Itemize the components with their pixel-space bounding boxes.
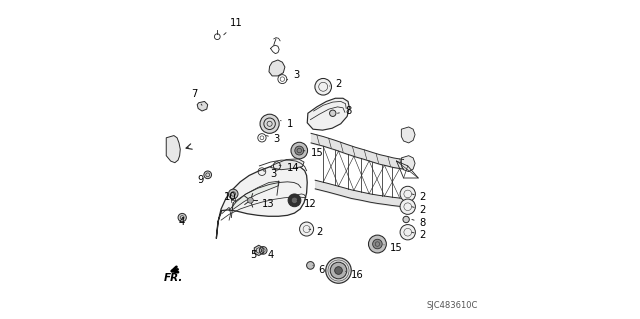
Circle shape [400,225,415,240]
Text: FR.: FR. [164,273,183,283]
Text: 15: 15 [303,148,323,158]
Text: 12: 12 [297,198,316,209]
Circle shape [330,262,347,279]
Text: 7: 7 [191,89,202,105]
Circle shape [400,199,415,214]
Circle shape [204,171,212,179]
Polygon shape [269,60,285,76]
Text: 5: 5 [250,249,257,260]
Text: 3: 3 [287,70,299,80]
Text: 4: 4 [179,217,185,227]
Circle shape [178,213,186,222]
Text: SJC483610C: SJC483610C [427,301,478,310]
Text: 11: 11 [224,18,243,35]
Circle shape [307,262,314,269]
Circle shape [372,239,382,249]
Polygon shape [307,98,349,130]
Circle shape [403,216,410,223]
Text: 2: 2 [330,78,342,89]
Polygon shape [401,156,415,172]
Polygon shape [216,164,307,239]
Circle shape [295,146,304,155]
Circle shape [291,197,298,204]
Text: 2: 2 [309,227,323,237]
Polygon shape [254,245,263,256]
Text: 13: 13 [255,198,275,209]
Text: 8: 8 [412,218,426,228]
Text: 3: 3 [266,134,280,144]
Circle shape [400,186,415,202]
Text: 14: 14 [279,163,299,174]
Circle shape [288,194,301,207]
Circle shape [228,189,238,199]
Text: 4: 4 [262,249,274,260]
Text: 3: 3 [263,169,277,179]
Circle shape [369,235,387,253]
Text: 2: 2 [412,205,426,215]
Polygon shape [166,136,180,163]
Text: 10: 10 [223,192,236,202]
Polygon shape [401,127,415,143]
Polygon shape [232,181,279,210]
Text: 9: 9 [197,175,204,185]
Circle shape [259,247,267,254]
Circle shape [300,222,314,236]
Text: 2: 2 [412,230,426,241]
Circle shape [330,110,336,116]
Text: 2: 2 [412,192,426,202]
Circle shape [315,78,332,95]
Circle shape [248,197,253,203]
Circle shape [260,114,279,133]
Text: 1: 1 [280,119,293,129]
Circle shape [291,142,308,159]
Text: 8: 8 [337,106,351,116]
Polygon shape [271,159,304,170]
Text: 6: 6 [313,264,324,275]
Polygon shape [197,101,208,111]
Circle shape [326,258,351,283]
Text: 15: 15 [384,243,403,253]
Circle shape [335,267,342,274]
Text: 16: 16 [346,270,364,280]
